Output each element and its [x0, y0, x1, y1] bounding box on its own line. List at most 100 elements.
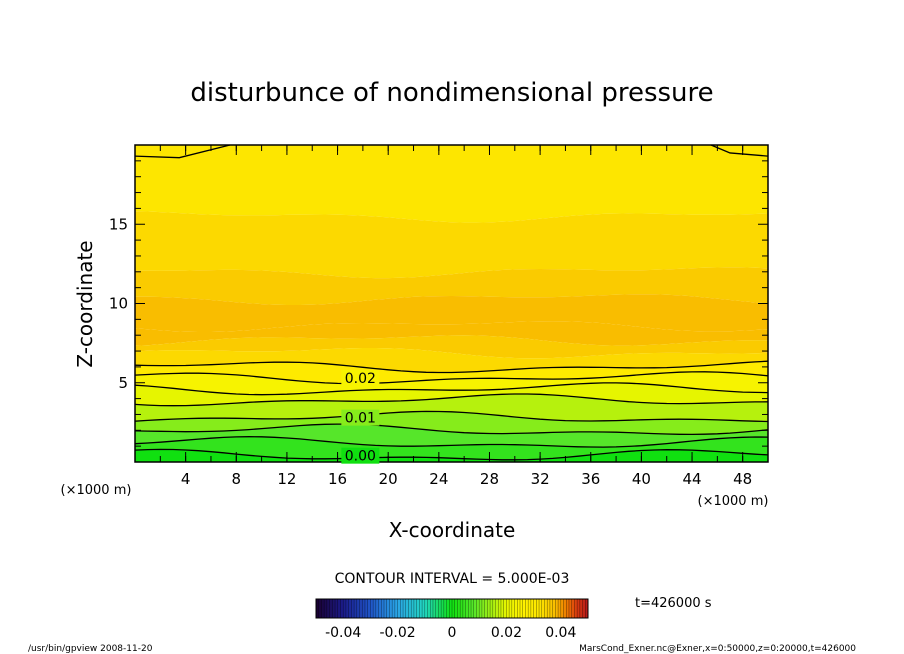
- contour-band: [135, 411, 768, 435]
- colorbar-cell: [460, 599, 464, 618]
- colorbar-cell: [378, 599, 382, 618]
- colorbar-cell: [539, 599, 543, 618]
- x-tick-label: 24: [429, 470, 448, 488]
- colorbar-cell: [574, 599, 578, 618]
- colorbar-cell: [563, 599, 567, 618]
- colorbar-cell: [465, 599, 469, 618]
- x-tick-label: 32: [531, 470, 550, 488]
- colorbar-frame: [315, 598, 589, 619]
- colorbar-cell: [316, 599, 320, 618]
- contour-line: [134, 393, 769, 407]
- colorbar-cell: [419, 599, 423, 618]
- x-tick-label: 20: [379, 470, 398, 488]
- colorbar-cell: [348, 599, 352, 618]
- colorbar-cell: [443, 599, 447, 618]
- colorbar-cell: [484, 599, 488, 618]
- colorbar-tick-label: -0.02: [379, 625, 415, 641]
- colorbar-cell: [335, 599, 339, 618]
- colorbar-cell: [536, 599, 540, 618]
- contour-line: [134, 382, 769, 396]
- colorbar-cell: [435, 599, 439, 618]
- colorbar-cell: [552, 599, 556, 618]
- colorbar-cell: [367, 599, 371, 618]
- colorbar-cell: [343, 599, 347, 618]
- contour-label: 0.02: [345, 371, 376, 387]
- colorbar-cell: [364, 599, 369, 618]
- contour-line: [134, 371, 769, 385]
- colorbar-cell: [359, 599, 363, 618]
- contour-label-bg: [341, 447, 380, 464]
- colorbar-cell: [405, 599, 409, 618]
- x-axis-ticks: 4 8 12 16 20 24 28 32 36 40 44 48: [159, 145, 752, 488]
- contour-band: [135, 361, 768, 384]
- colorbar: [315, 599, 589, 618]
- colorbar-cell: [449, 599, 453, 618]
- colorbar-cell: [509, 599, 513, 618]
- colorbar-cell: [416, 599, 420, 618]
- colorbar-cell: [424, 599, 428, 618]
- y-axis-label: Z-coordinate: [73, 240, 97, 367]
- colorbar-cell: [370, 599, 374, 618]
- colorbar-cell: [558, 599, 562, 618]
- colorbar-cell: [530, 599, 534, 618]
- footer-right: MarsCond_Exner.nc@Exner,x=0:50000,z=0:20…: [579, 644, 856, 654]
- colorbar-cell: [579, 599, 583, 618]
- colorbar-cell: [386, 599, 390, 618]
- colorbar-ticks: -0.04 -0.02 0 0.02 0.04: [325, 625, 576, 641]
- y-axis-unit: (×1000 m): [61, 483, 132, 498]
- colorbar-cell: [438, 599, 442, 618]
- colorbar-cell: [506, 599, 510, 618]
- colorbar-cell: [329, 599, 333, 618]
- colorbar-cell: [375, 599, 379, 618]
- contour-band: [135, 294, 768, 332]
- x-tick-label: 44: [682, 470, 701, 488]
- x-tick-label: 48: [733, 470, 752, 488]
- colorbar-cell: [345, 599, 350, 618]
- colorbar-tick-label: 0: [448, 625, 457, 641]
- contour-lines: [134, 144, 769, 461]
- colorbar-cell: [511, 599, 515, 618]
- x-tick-label: 28: [480, 470, 499, 488]
- colorbar-cell: [525, 599, 529, 618]
- colorbar-cell: [441, 599, 445, 618]
- colorbar-cell: [566, 599, 570, 618]
- contour-band: [135, 321, 768, 346]
- contour-line: [134, 410, 769, 423]
- colorbar-cell: [452, 599, 456, 618]
- x-axis-unit: (×1000 m): [698, 494, 769, 509]
- colorbar-cell: [337, 599, 341, 618]
- colorbar-cell: [468, 599, 472, 618]
- colorbar-cell: [411, 599, 415, 618]
- colorbar-cell: [351, 599, 355, 618]
- colorbar-cell: [403, 599, 407, 618]
- colorbar-cell: [571, 599, 575, 618]
- y-tick-label: 10: [109, 295, 128, 313]
- contour-line: [134, 448, 769, 461]
- contour-labels: 0.02 0.01 0.00: [341, 369, 380, 465]
- contour-band: [135, 424, 768, 448]
- colorbar-cell: [384, 599, 388, 618]
- colorbar-cell: [481, 599, 486, 618]
- colorbar-cell: [318, 599, 322, 618]
- colorbar-cell: [422, 599, 426, 618]
- colorbar-cell: [389, 599, 393, 618]
- colorbar-cell: [495, 599, 499, 618]
- colorbar-cell: [498, 599, 502, 618]
- contour-line: [134, 144, 231, 159]
- colorbar-cell: [568, 599, 573, 618]
- contour-label-bg: [341, 369, 380, 386]
- colorbar-cell: [446, 599, 450, 618]
- colorbar-cell: [427, 599, 431, 618]
- contour-band: [135, 267, 768, 305]
- colorbar-cell: [487, 599, 491, 618]
- colorbar-cell: [585, 599, 589, 618]
- colorbar-cell: [356, 599, 360, 618]
- contour-line: [134, 423, 769, 436]
- y-tick-label: 15: [109, 215, 128, 233]
- colorbar-cell: [392, 599, 396, 618]
- colorbar-cell: [400, 599, 404, 618]
- colorbar-tick-label: -0.04: [325, 625, 361, 641]
- contour-band: [135, 335, 768, 359]
- x-axis-label: X-coordinate: [389, 518, 516, 542]
